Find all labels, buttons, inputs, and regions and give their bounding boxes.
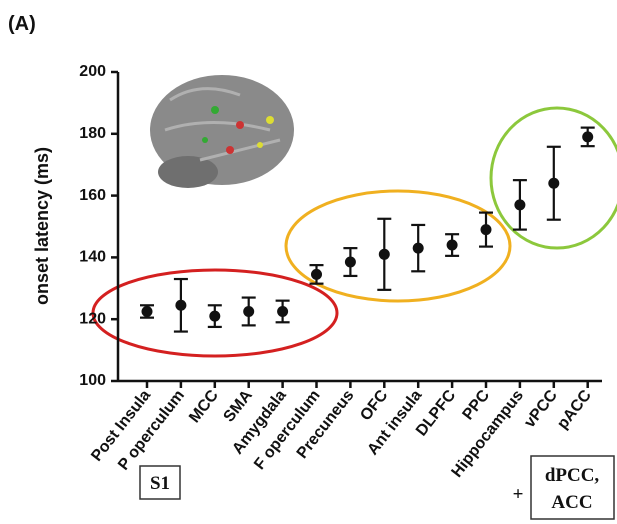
point bbox=[243, 305, 255, 317]
annotation: S1 bbox=[150, 473, 170, 494]
x-tick-label: pACC bbox=[554, 387, 595, 433]
y-tick-label: 200 bbox=[79, 63, 106, 80]
group-ellipse bbox=[284, 189, 512, 303]
annotation-box bbox=[530, 455, 615, 520]
point bbox=[412, 242, 424, 254]
point bbox=[548, 177, 560, 189]
point bbox=[514, 199, 526, 211]
point bbox=[582, 131, 594, 143]
point bbox=[480, 224, 492, 236]
annotation: + bbox=[513, 484, 524, 505]
annotation-box bbox=[139, 465, 181, 500]
x-tick-label: vPCC bbox=[521, 387, 561, 431]
group-ellipse bbox=[489, 106, 617, 250]
group-ellipse bbox=[91, 268, 339, 358]
point bbox=[344, 256, 356, 268]
annotation: ACC bbox=[551, 492, 592, 513]
brain-image bbox=[150, 75, 294, 188]
point bbox=[311, 268, 322, 280]
x-tick-label: MCC bbox=[186, 387, 222, 427]
panel-label: (A) bbox=[8, 13, 36, 35]
y-tick-label: 120 bbox=[79, 310, 106, 327]
point bbox=[209, 310, 221, 322]
annotation: dPCC, bbox=[545, 465, 600, 486]
y-tick-label: 160 bbox=[79, 187, 106, 204]
y-tick-label: 180 bbox=[79, 125, 106, 142]
point bbox=[446, 239, 458, 251]
point bbox=[175, 299, 187, 311]
point bbox=[141, 305, 153, 317]
point bbox=[378, 248, 390, 260]
y-axis-label: onset latency (ms) bbox=[32, 147, 52, 305]
y-tick-label: 100 bbox=[79, 372, 106, 389]
y-tick-label: 140 bbox=[79, 249, 106, 266]
point bbox=[277, 305, 289, 317]
